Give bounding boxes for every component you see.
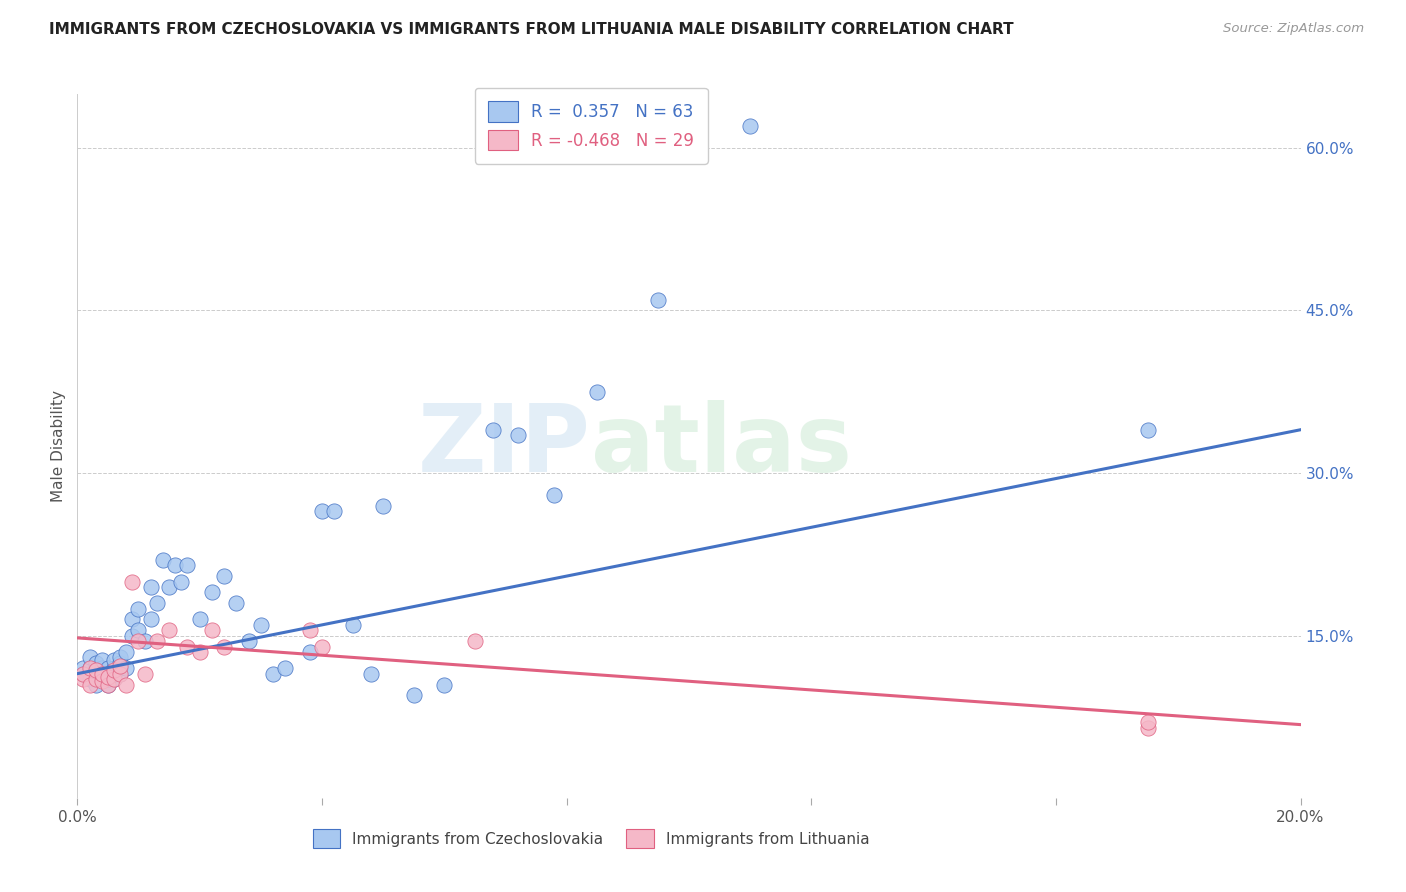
Point (97, 666, 120, 681)
Point (212, 569, 235, 583)
Point (121, 629, 143, 643)
Point (311, 504, 333, 518)
Point (103, 666, 125, 681)
Point (139, 612, 162, 626)
Point (72, 661, 94, 675)
Point (79, 672, 101, 686)
Point (84, 672, 107, 686)
Point (238, 634, 260, 648)
Point (1136, 715, 1159, 730)
Point (506, 428, 529, 442)
Point (72, 666, 94, 681)
Point (90, 652, 112, 666)
Point (84, 666, 107, 681)
Point (115, 645, 138, 659)
Point (97, 661, 120, 675)
Point (121, 612, 143, 626)
Point (165, 558, 187, 573)
Text: IMMIGRANTS FROM CZECHOSLOVAKIA VS IMMIGRANTS FROM LITHUANIA MALE DISABILITY CORR: IMMIGRANTS FROM CZECHOSLOVAKIA VS IMMIGR… (49, 22, 1014, 37)
Text: ZIP: ZIP (418, 400, 591, 492)
Point (201, 624, 224, 638)
Point (108, 666, 131, 681)
Y-axis label: Male Disability: Male Disability (51, 390, 66, 502)
Point (250, 618, 273, 632)
Point (342, 618, 364, 632)
Point (464, 634, 486, 648)
Point (157, 624, 180, 638)
Point (146, 596, 169, 610)
Point (115, 661, 138, 675)
Point (108, 666, 131, 681)
Point (97, 672, 120, 686)
Point (84, 661, 107, 675)
Point (225, 596, 247, 610)
Point (108, 656, 131, 670)
Point (482, 423, 505, 437)
Point (176, 558, 198, 573)
Point (402, 689, 425, 703)
Point (97, 670, 120, 684)
Point (72, 672, 94, 686)
Point (139, 580, 162, 594)
Point (121, 574, 143, 589)
Point (79, 650, 101, 665)
Text: Source: ZipAtlas.com: Source: ZipAtlas.com (1223, 22, 1364, 36)
Point (1136, 423, 1159, 437)
Point (371, 499, 394, 513)
Point (311, 640, 333, 654)
Point (103, 672, 125, 686)
Point (176, 640, 198, 654)
Point (90, 674, 112, 689)
Point (201, 585, 224, 599)
Point (298, 645, 321, 659)
Point (108, 659, 131, 673)
Point (97, 677, 120, 691)
Point (433, 677, 456, 691)
Point (103, 672, 125, 686)
Point (103, 652, 125, 666)
Point (108, 661, 131, 675)
Point (127, 601, 149, 615)
Point (1136, 721, 1159, 735)
Point (79, 661, 101, 675)
Text: atlas: atlas (591, 400, 852, 492)
Point (262, 666, 284, 681)
Point (90, 661, 112, 675)
Point (108, 650, 131, 665)
Point (90, 666, 112, 681)
Legend: Immigrants from Czechoslovakia, Immigrants from Lithuania: Immigrants from Czechoslovakia, Immigran… (307, 823, 876, 855)
Point (647, 293, 669, 307)
Point (103, 661, 125, 675)
Point (84, 677, 107, 691)
Point (134, 634, 156, 648)
Point (543, 488, 565, 502)
Point (79, 661, 101, 675)
Point (360, 666, 382, 681)
Point (115, 677, 138, 691)
Point (157, 580, 180, 594)
Point (274, 661, 297, 675)
Point (97, 677, 120, 691)
Point (134, 666, 156, 681)
Point (127, 634, 149, 648)
Point (72, 666, 94, 681)
Point (90, 666, 112, 681)
Point (188, 612, 211, 626)
Point (170, 574, 193, 589)
Point (84, 664, 107, 678)
Point (188, 645, 211, 659)
Point (323, 504, 346, 518)
Point (152, 553, 174, 567)
Point (79, 677, 101, 691)
Point (103, 664, 125, 678)
Point (298, 624, 321, 638)
Point (84, 656, 107, 670)
Point (740, 119, 762, 133)
Point (586, 384, 609, 399)
Point (212, 640, 235, 654)
Point (146, 634, 169, 648)
Point (90, 672, 112, 686)
Point (127, 624, 149, 638)
